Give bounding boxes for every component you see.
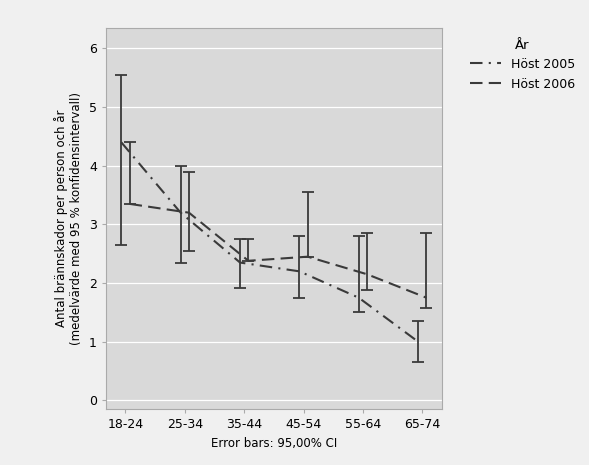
Höst 2006 — [423, 295, 430, 300]
Höst 2005 — [355, 295, 362, 300]
Höst 2005 — [415, 339, 422, 345]
Y-axis label: Antal brännskador per person och år
(medelvärde med 95 % konfidensintervall): Antal brännskador per person och år (med… — [54, 92, 84, 345]
Höst 2005 — [237, 260, 244, 266]
X-axis label: Error bars: 95,00% CI: Error bars: 95,00% CI — [211, 437, 337, 450]
Höst 2006 — [363, 272, 370, 277]
Höst 2006 — [186, 210, 193, 215]
Höst 2006 — [304, 254, 311, 259]
Line: Höst 2006: Höst 2006 — [130, 204, 426, 298]
Höst 2005 — [177, 210, 184, 215]
Höst 2005 — [118, 140, 125, 145]
Legend: Höst 2005, Höst 2006: Höst 2005, Höst 2006 — [465, 34, 580, 96]
Höst 2006 — [245, 258, 252, 264]
Höst 2005 — [296, 269, 303, 274]
Höst 2006 — [126, 201, 133, 206]
Line: Höst 2005: Höst 2005 — [121, 142, 418, 342]
